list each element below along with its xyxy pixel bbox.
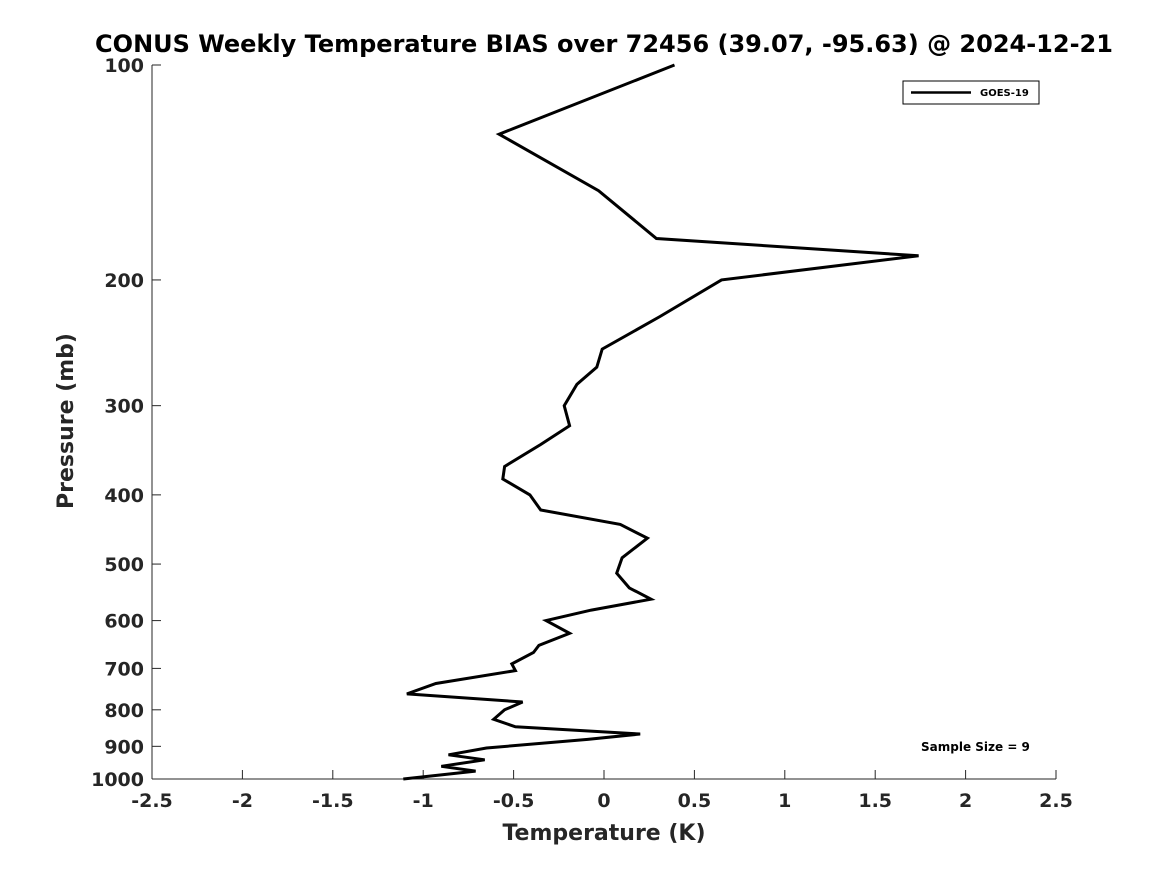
x-tick-label: 1.5 xyxy=(858,790,892,812)
y-axis-label: Pressure (mb) xyxy=(54,333,79,509)
x-tick-label: 1 xyxy=(778,790,791,812)
series-line-goes-19 xyxy=(403,63,919,781)
y-tick-label: 300 xyxy=(104,396,144,418)
x-tick-label: -1 xyxy=(413,790,434,812)
y-tick-label: 900 xyxy=(104,736,144,758)
y-tick-label: 500 xyxy=(104,554,144,576)
x-tick-label: 2.5 xyxy=(1039,790,1073,812)
sample-size-annotation: Sample Size = 9 xyxy=(921,740,1030,754)
series-layer xyxy=(403,63,919,781)
x-tick-label: 0 xyxy=(597,790,610,812)
y-tick-label: 100 xyxy=(104,55,144,77)
x-tick-label: -1.5 xyxy=(312,790,354,812)
y-tick-label: 400 xyxy=(104,485,144,507)
x-tick-label: -2.5 xyxy=(131,790,173,812)
x-tick-label: 2 xyxy=(959,790,972,812)
legend: GOES-19 xyxy=(902,80,1040,105)
chart-title: CONUS Weekly Temperature BIAS over 72456… xyxy=(95,30,1113,58)
y-tick-label: 800 xyxy=(104,700,144,722)
y-tick-label: 700 xyxy=(104,658,144,680)
plot-axes xyxy=(151,65,1056,780)
x-axis-label: Temperature (K) xyxy=(502,821,705,846)
axis-ticks: -2.5 -2 -1.5 -1 -0.5 0 0.5 1 1.5 2 2.5 100 200 300 400… xyxy=(91,55,1073,812)
x-tick-label: -0.5 xyxy=(493,790,535,812)
y-tick-label: 600 xyxy=(104,611,144,633)
x-tick-label: -2 xyxy=(232,790,253,812)
legend-label-goes-19: GOES-19 xyxy=(980,88,1029,99)
y-tick-label: 200 xyxy=(104,270,144,292)
y-tick-label: 1000 xyxy=(91,769,144,791)
x-tick-label: 0.5 xyxy=(678,790,712,812)
